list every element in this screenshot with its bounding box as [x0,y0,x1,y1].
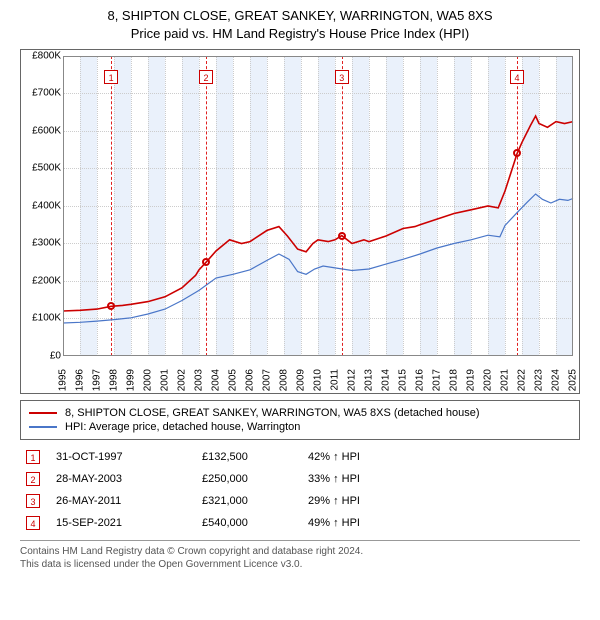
x-tick-label: 2017 [432,369,443,391]
marker-table-number: 1 [26,450,40,464]
marker-table-price: £540,000 [202,517,292,529]
legend-label: HPI: Average price, detached house, Warr… [65,421,300,433]
x-tick-label: 2014 [381,369,392,391]
legend: 8, SHIPTON CLOSE, GREAT SANKEY, WARRINGT… [20,400,580,440]
marker-table-row: 1 31-OCT-1997 £132,500 42% ↑ HPI [20,446,580,468]
legend-swatch [29,412,57,414]
x-tick-label: 2010 [313,369,324,391]
footer-attribution: Contains HM Land Registry data © Crown c… [20,540,580,571]
x-tick-label: 2013 [364,369,375,391]
legend-row: 8, SHIPTON CLOSE, GREAT SANKEY, WARRINGT… [29,406,571,420]
x-tick-label: 2024 [551,369,562,391]
x-tick-label: 2007 [262,369,273,391]
x-tick-label: 1997 [92,369,103,391]
marker-table-diff: 42% ↑ HPI [308,451,408,463]
marker-table-date: 26-MAY-2011 [56,495,186,507]
x-tick-label: 2019 [466,369,477,391]
x-tick-label: 2002 [177,369,188,391]
legend-label: 8, SHIPTON CLOSE, GREAT SANKEY, WARRINGT… [65,407,479,419]
marker-table: 1 31-OCT-1997 £132,500 42% ↑ HPI 2 28-MAY-200… [20,446,580,534]
chart-title-line1: 8, SHIPTON CLOSE, GREAT SANKEY, WARRINGT… [10,8,590,25]
marker-table-diff: 29% ↑ HPI [308,495,408,507]
x-tick-label: 2020 [483,369,494,391]
chart-area: £0£100K£200K£300K£400K£500K£600K£700K£80… [20,49,580,394]
x-tick-label: 2005 [228,369,239,391]
x-tick-label: 2022 [517,369,528,391]
x-tick-label: 2006 [245,369,256,391]
legend-swatch [29,426,57,428]
marker-table-diff: 33% ↑ HPI [308,473,408,485]
x-tick-label: 2018 [449,369,460,391]
marker-table-price: £132,500 [202,451,292,463]
x-tick-label: 2000 [143,369,154,391]
x-tick-label: 2004 [211,369,222,391]
marker-table-row: 4 15-SEP-2021 £540,000 49% ↑ HPI [20,512,580,534]
plot-region [63,56,573,356]
x-tick-label: 2025 [568,369,579,391]
marker-table-number: 2 [26,472,40,486]
footer-line2: This data is licensed under the Open Gov… [20,558,580,571]
marker-table-row: 3 26-MAY-2011 £321,000 29% ↑ HPI [20,490,580,512]
marker-table-number: 3 [26,494,40,508]
x-tick-label: 2016 [415,369,426,391]
x-tick-label: 2009 [296,369,307,391]
marker-table-date: 31-OCT-1997 [56,451,186,463]
x-tick-label: 2003 [194,369,205,391]
chart-container: 8, SHIPTON CLOSE, GREAT SANKEY, WARRINGT… [0,0,600,577]
marker-table-diff: 49% ↑ HPI [308,517,408,529]
x-tick-label: 2001 [160,369,171,391]
footer-line1: Contains HM Land Registry data © Crown c… [20,545,580,558]
x-tick-label: 2008 [279,369,290,391]
marker-table-row: 2 28-MAY-2003 £250,000 33% ↑ HPI [20,468,580,490]
legend-row: HPI: Average price, detached house, Warr… [29,420,571,434]
marker-table-price: £250,000 [202,473,292,485]
x-tick-label: 2021 [500,369,511,391]
x-tick-label: 2012 [347,369,358,391]
marker-table-date: 15-SEP-2021 [56,517,186,529]
x-tick-label: 1995 [58,369,69,391]
marker-table-price: £321,000 [202,495,292,507]
x-tick-label: 1996 [75,369,86,391]
chart-title-line2: Price paid vs. HM Land Registry's House … [10,26,590,41]
x-tick-label: 1998 [109,369,120,391]
x-tick-label: 2011 [330,369,341,391]
x-tick-label: 1999 [126,369,137,391]
x-tick-label: 2015 [398,369,409,391]
x-tick-label: 2023 [534,369,545,391]
marker-table-date: 28-MAY-2003 [56,473,186,485]
marker-table-number: 4 [26,516,40,530]
